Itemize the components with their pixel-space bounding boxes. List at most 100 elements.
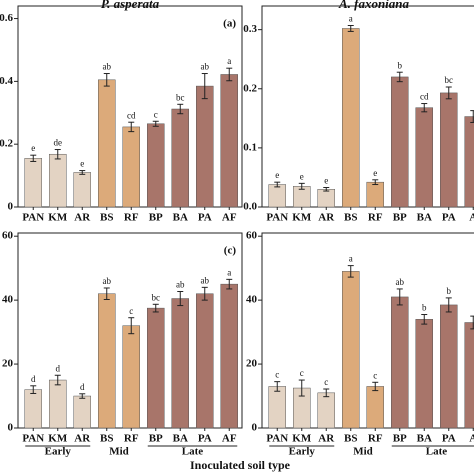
bar: [415, 319, 433, 429]
significance-letter: bc: [152, 292, 161, 302]
significance-letter: d: [56, 363, 61, 373]
x-tick-label: BA: [417, 433, 432, 445]
significance-letter: c: [154, 109, 158, 119]
x-tick-label: BP: [149, 212, 163, 224]
y-tick-label: 0: [8, 201, 14, 213]
x-tick-label: BS: [344, 212, 357, 224]
bar: [317, 392, 335, 429]
group-label: Early: [45, 446, 72, 458]
bar: [49, 153, 67, 208]
bar: [268, 184, 286, 208]
x-tick-label: AR: [318, 433, 335, 445]
x-tick-label: A: [469, 433, 474, 445]
y-tick-label: 0.2: [0, 138, 14, 150]
significance-letter: a: [227, 267, 231, 277]
bar: [268, 386, 286, 429]
bar: [464, 116, 474, 208]
x-tick-label: BP: [393, 212, 407, 224]
significance-letter: b: [422, 303, 427, 313]
x-tick-label: PA: [198, 433, 212, 445]
y-tick-label: 20: [246, 358, 258, 370]
x-tick-label: BA: [173, 212, 188, 224]
x-tick-label: AF: [222, 212, 237, 224]
significance-letter: de: [54, 138, 63, 148]
y-tick-label: 60: [2, 230, 14, 242]
bar: [366, 181, 384, 208]
x-axis-title: Inoculated soil type: [190, 458, 291, 472]
bar: [196, 85, 214, 208]
y-tick-label: 20: [2, 358, 14, 370]
significance-letter: c: [129, 306, 133, 316]
bar: [342, 271, 360, 429]
y-tick-label: 0.1: [243, 141, 257, 153]
x-tick-label: RF: [368, 433, 383, 445]
chart-title: P. asperata: [101, 0, 160, 11]
bar: [147, 123, 165, 208]
significance-letter: d: [31, 374, 36, 384]
y-tick-label: 0: [252, 422, 258, 434]
significance-letter: e: [80, 159, 84, 169]
significance-letter: ab: [103, 62, 112, 72]
significance-letter: bc: [176, 92, 185, 102]
bar: [147, 307, 165, 429]
y-tick-label: 0.3: [243, 23, 257, 35]
bar: [317, 189, 335, 208]
x-tick-label: PAN: [22, 212, 44, 224]
x-tick-label: BS: [344, 433, 357, 445]
y-tick-label: 0.6: [0, 12, 14, 24]
significance-letter: c: [300, 368, 304, 378]
y-tick-label: 60: [246, 230, 258, 242]
x-tick-label: BP: [393, 433, 407, 445]
bar: [171, 298, 189, 429]
x-tick-label: AR: [74, 212, 91, 224]
x-tick-label: KM: [48, 212, 68, 224]
chart-title: A. faxoniana: [338, 0, 410, 11]
bar: [171, 108, 189, 208]
y-tick-label: 0.4: [0, 75, 14, 87]
x-tick-label: KM: [292, 433, 312, 445]
x-tick-label: PAN: [266, 212, 288, 224]
group-label: Mid: [109, 446, 129, 458]
significance-letter: a: [227, 56, 231, 66]
significance-letter: ab: [103, 276, 112, 286]
significance-letter: ab: [201, 275, 210, 285]
bar: [464, 322, 474, 429]
bar: [342, 28, 360, 208]
bar: [415, 107, 433, 208]
significance-letter: e: [373, 168, 377, 178]
x-tick-label: PAN: [266, 433, 288, 445]
significance-letter: ab: [201, 62, 210, 72]
significance-letter: e: [275, 170, 279, 180]
bar: [391, 76, 409, 208]
bar: [366, 386, 384, 429]
bar: [196, 293, 214, 429]
significance-letter: cd: [420, 92, 429, 102]
y-tick-label: 0: [8, 422, 14, 434]
bar: [49, 379, 67, 429]
x-tick-label: BA: [417, 212, 432, 224]
significance-letter: c: [275, 370, 279, 380]
y-tick-label: 40: [246, 294, 258, 306]
bar: [391, 296, 409, 429]
x-tick-label: BS: [100, 212, 113, 224]
group-label: Mid: [353, 446, 373, 458]
bar: [98, 293, 116, 429]
x-tick-label: PA: [442, 212, 456, 224]
bar: [73, 172, 91, 208]
significance-letter: e: [300, 171, 304, 181]
x-tick-label: AR: [318, 212, 335, 224]
x-tick-label: BS: [100, 433, 113, 445]
x-tick-label: BP: [149, 433, 163, 445]
significance-letter: b: [398, 60, 403, 70]
y-tick-label: 40: [2, 294, 14, 306]
x-tick-label: RF: [368, 212, 383, 224]
group-label: Early: [289, 446, 316, 458]
significance-letter: e: [324, 176, 328, 186]
significance-letter: a: [349, 14, 353, 24]
bar: [440, 304, 458, 429]
x-tick-label: RF: [124, 212, 139, 224]
x-tick-label: KM: [292, 212, 312, 224]
group-label: Late: [426, 446, 448, 458]
x-tick-label: A: [469, 212, 474, 224]
